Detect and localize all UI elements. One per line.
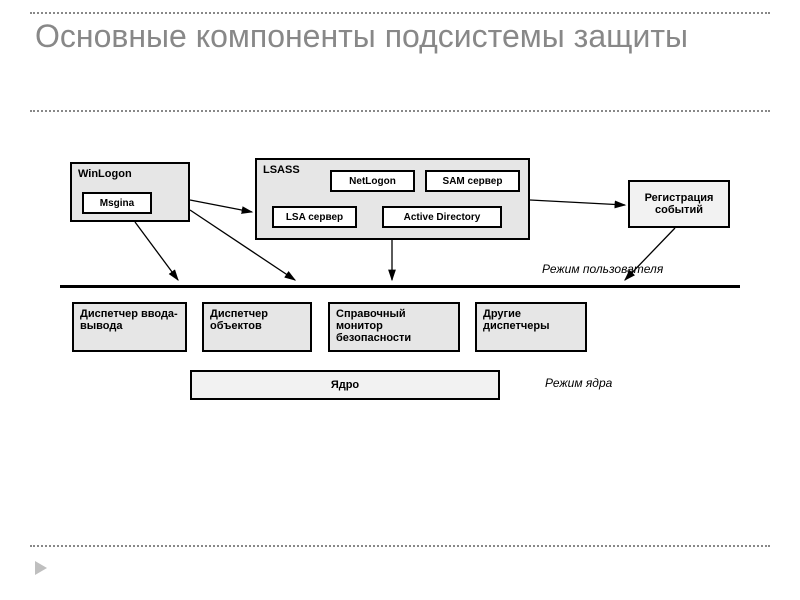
box-io-manager: Диспетчер ввода-вывода <box>72 302 187 352</box>
box-lsa: LSA сервер <box>272 206 357 228</box>
label-lsa: LSA сервер <box>286 212 343 223</box>
arrow-lsass-eventlog <box>530 200 625 205</box>
label-io-manager: Диспетчер ввода-вывода <box>80 308 179 332</box>
title-underline <box>30 110 770 112</box>
label-eventlog: Регистрация событий <box>636 192 722 216</box>
mode-divider <box>60 285 740 288</box>
label-winlogon: WinLogon <box>78 168 132 180</box>
label-netlogon: NetLogon <box>349 176 396 187</box>
top-rule <box>30 12 770 14</box>
label-msgina: Msgina <box>100 198 134 209</box>
page-title: Основные компоненты подсистемы защиты <box>35 18 688 55</box>
box-netlogon: NetLogon <box>330 170 415 192</box>
box-sam: SAM сервер <box>425 170 520 192</box>
diagram-canvas: WinLogon Msgina LSASS NetLogon SAM серве… <box>60 150 740 430</box>
label-sam: SAM сервер <box>443 176 503 187</box>
label-srm: Справочный монитор безопасности <box>336 308 452 344</box>
box-eventlog: Регистрация событий <box>628 180 730 228</box>
label-kernel: Ядро <box>331 379 359 391</box>
label-other: Другие диспетчеры <box>483 308 579 332</box>
label-lsass: LSASS <box>263 164 300 176</box>
slide-bullet-icon <box>35 561 47 575</box>
box-msgina: Msgina <box>82 192 152 214</box>
box-srm: Справочный монитор безопасности <box>328 302 460 352</box>
label-obj-manager: Диспетчер объектов <box>210 308 304 332</box>
box-obj-manager: Диспетчер объектов <box>202 302 312 352</box>
arrow-winlogon-down <box>135 222 178 280</box>
label-user-mode: Режим пользователя <box>542 262 663 276</box>
arrow-winlogon-lsass <box>190 200 252 212</box>
bottom-rule <box>30 545 770 547</box>
label-ad: Active Directory <box>404 212 481 223</box>
box-ad: Active Directory <box>382 206 502 228</box>
label-kernel-mode: Режим ядра <box>545 376 612 390</box>
box-kernel: Ядро <box>190 370 500 400</box>
box-other: Другие диспетчеры <box>475 302 587 352</box>
